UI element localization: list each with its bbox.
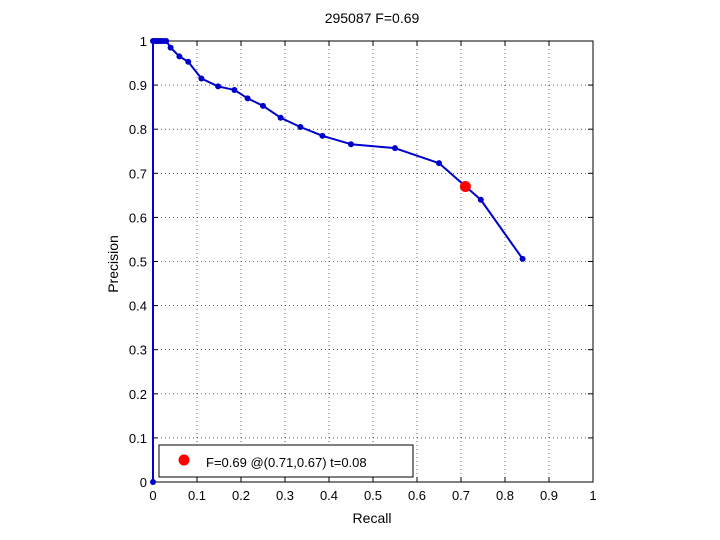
x-tick-label: 1	[589, 488, 596, 503]
y-tick-label: 0.1	[129, 431, 147, 446]
legend-marker	[178, 454, 190, 466]
data-point	[436, 160, 442, 167]
x-tick-label: 0.4	[320, 488, 338, 503]
x-tick-label: 0.7	[452, 488, 470, 503]
data-point	[198, 75, 205, 82]
chart-title: 295087 F=0.69	[325, 10, 420, 26]
data-point	[319, 132, 326, 139]
legend-entry-text: F=0.69 @(0.71,0.67) t=0.08	[206, 455, 367, 470]
data-point	[167, 44, 174, 51]
x-tick-label: 0.8	[496, 488, 514, 503]
y-tick-label: 0.2	[129, 387, 147, 402]
data-point	[297, 123, 304, 130]
y-tick-label: 0.6	[129, 210, 147, 225]
x-tick-label: 0.9	[540, 488, 558, 503]
x-tick-label: 0.1	[188, 488, 206, 503]
y-tick-label: 1	[140, 34, 147, 49]
y-axis-label: Precision	[105, 235, 121, 293]
data-point	[215, 83, 222, 90]
x-tick-labels: 0 0.1 0.2 0.3 0.4 0.5 0.6 0.7 0.8 0.9 1	[149, 488, 596, 503]
y-tick-label: 0.3	[129, 343, 147, 358]
data-point	[519, 255, 526, 262]
y-tick-label: 0.4	[129, 299, 147, 314]
data-point	[244, 95, 251, 102]
y-tick-label: 0.5	[129, 255, 147, 270]
data-point	[176, 53, 183, 60]
y-tick-label: 0	[140, 475, 147, 490]
x-tick-label: 0.3	[276, 488, 294, 503]
x-tick-label: 0	[149, 488, 156, 503]
data-point	[348, 141, 354, 148]
y-tick-label: 0.7	[129, 166, 147, 181]
y-tick-labels: 0 0.1 0.2 0.3 0.4 0.5 0.6 0.7 0.8 0.9 1	[129, 34, 147, 490]
grid	[153, 41, 593, 482]
y-tick-label: 0.9	[129, 78, 147, 93]
data-point	[150, 479, 156, 485]
axis-ticks	[152, 40, 594, 483]
highlight-point	[459, 181, 471, 193]
x-axis-label: Recall	[353, 510, 392, 526]
series-layer	[150, 38, 526, 485]
data-point	[277, 114, 284, 121]
data-point	[392, 145, 398, 152]
x-tick-label: 0.6	[408, 488, 426, 503]
x-tick-label: 0.2	[232, 488, 250, 503]
data-point	[231, 86, 238, 93]
data-point	[260, 102, 266, 109]
x-tick-label: 0.5	[364, 488, 382, 503]
legend-box	[158, 444, 414, 478]
data-point	[163, 38, 170, 44]
data-point	[185, 58, 192, 65]
data-point	[477, 196, 484, 203]
y-tick-label: 0.8	[129, 122, 147, 137]
legend: F=0.69 @(0.71,0.67) t=0.08	[158, 444, 414, 478]
